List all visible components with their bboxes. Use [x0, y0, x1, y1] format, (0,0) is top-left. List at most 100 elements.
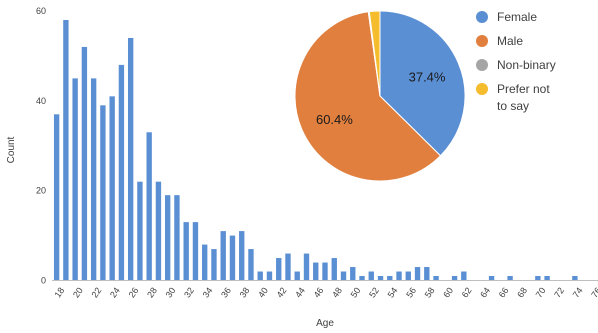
legend-label: to say — [497, 99, 529, 113]
bar-age-37 — [229, 235, 236, 281]
x-tick-label: 68 — [515, 286, 529, 300]
age-bar-chart — [53, 19, 578, 281]
bar-age-24 — [109, 96, 115, 281]
bar-age-32 — [183, 222, 189, 281]
bar-age-59 — [433, 276, 439, 281]
legend-marker — [476, 11, 488, 23]
x-tick-label: 46 — [312, 286, 326, 300]
bar-age-65 — [488, 276, 495, 281]
legend-label: Female — [497, 10, 537, 24]
y-tick-label: 60 — [36, 6, 46, 16]
bar-age-20 — [72, 78, 78, 281]
x-tick-label: 54 — [386, 286, 400, 300]
x-tick-label: 20 — [71, 286, 85, 300]
x-tick-label: 70 — [534, 286, 548, 300]
pie-legend: Female Male Non-binary Prefer not to say — [476, 10, 556, 113]
x-tick-label: 30 — [164, 286, 178, 300]
x-tick-label: 62 — [460, 286, 474, 300]
bar-age-33 — [192, 222, 199, 281]
x-tick-label: 34 — [201, 286, 215, 300]
bar-age-31 — [174, 195, 180, 281]
bar-age-61 — [451, 276, 458, 281]
bar-age-51 — [359, 276, 365, 281]
bar-age-28 — [146, 132, 152, 281]
bar-age-44 — [294, 271, 300, 281]
x-tick-label: 18 — [52, 286, 66, 300]
bar-age-57 — [414, 267, 421, 281]
x-tick-label: 64 — [478, 286, 492, 300]
y-tick-label: 20 — [36, 186, 46, 196]
bar-age-62 — [461, 271, 467, 281]
gender-pie-chart: 37.4% 60.4% — [294, 10, 466, 182]
legend-marker — [476, 83, 488, 95]
x-tick-label: 52 — [367, 286, 381, 300]
bar-age-19 — [63, 19, 69, 281]
y-tick-label: 0 — [41, 276, 46, 286]
x-tick-label: 76 — [589, 286, 598, 300]
bar-age-74 — [572, 276, 578, 281]
bar-age-53 — [377, 276, 384, 281]
bar-age-48 — [331, 258, 337, 281]
bar-age-47 — [322, 262, 328, 281]
y-axis-label: Count — [6, 136, 17, 163]
bar-age-49 — [340, 271, 347, 281]
bar-age-52 — [368, 271, 374, 281]
pie-data-label: 60.4% — [316, 112, 353, 127]
bar-age-67 — [507, 276, 513, 281]
bar-age-54 — [387, 276, 393, 281]
x-tick-label: 36 — [219, 286, 233, 300]
bar-age-58 — [424, 267, 430, 281]
x-tick-label: 74 — [571, 286, 585, 300]
x-tick-label: 24 — [108, 286, 122, 300]
x-tick-label: 26 — [127, 286, 141, 300]
bar-age-30 — [164, 195, 171, 281]
legend-label: Male — [497, 34, 523, 48]
bar-age-26 — [127, 37, 134, 281]
bar-age-50 — [350, 267, 356, 281]
x-tick-label: 50 — [349, 286, 363, 300]
pie-slice-female — [379, 10, 466, 157]
y-tick-label: 40 — [36, 96, 46, 106]
legend-label: Non-binary — [497, 58, 556, 72]
y-tick-labels: 0 20 40 60 — [36, 6, 46, 286]
bar-age-34 — [202, 244, 208, 281]
x-tick-label: 56 — [404, 286, 418, 300]
bar-age-18 — [53, 114, 60, 281]
x-axis-label: Age — [316, 318, 334, 329]
bar-age-55 — [396, 271, 402, 281]
bar-age-21 — [81, 46, 88, 281]
bar-age-23 — [100, 105, 106, 281]
x-tick-label: 22 — [90, 286, 104, 300]
x-tick-label: 28 — [145, 286, 159, 300]
x-tick-label: 66 — [497, 286, 511, 300]
x-tick-label: 42 — [275, 286, 289, 300]
bar-age-43 — [285, 253, 291, 281]
bar-age-36 — [220, 231, 226, 281]
bar-age-22 — [90, 78, 97, 281]
bar-age-27 — [137, 181, 143, 281]
bar-age-71 — [544, 276, 550, 281]
bar-age-45 — [303, 253, 310, 281]
bar-age-29 — [155, 181, 162, 281]
legend-marker — [476, 35, 488, 47]
pie-slice-male — [294, 11, 442, 182]
bar-age-39 — [248, 249, 254, 281]
bar-age-41 — [266, 271, 273, 281]
pie-slice-prefer-not-to-say — [368, 10, 381, 97]
x-tick-label: 72 — [552, 286, 566, 300]
x-tick-label: 44 — [293, 286, 307, 300]
x-tick-label: 60 — [441, 286, 455, 300]
bar-age-42 — [276, 258, 282, 281]
x-tick-labels: 18 20 22 24 26 28 30 32 34 36 38 40 42 44 46 48 50 52 54 56… — [52, 286, 598, 300]
legend-label: Prefer not — [497, 82, 550, 96]
bar-age-46 — [313, 262, 319, 281]
bar-age-25 — [118, 64, 125, 281]
pie-data-label: 37.4% — [409, 69, 446, 84]
x-tick-label: 40 — [256, 286, 270, 300]
x-tick-label: 38 — [238, 286, 252, 300]
bar-age-35 — [211, 249, 217, 281]
bar-age-56 — [405, 271, 411, 281]
legend-marker — [476, 59, 488, 71]
bar-age-40 — [257, 271, 263, 281]
x-tick-label: 58 — [423, 286, 437, 300]
